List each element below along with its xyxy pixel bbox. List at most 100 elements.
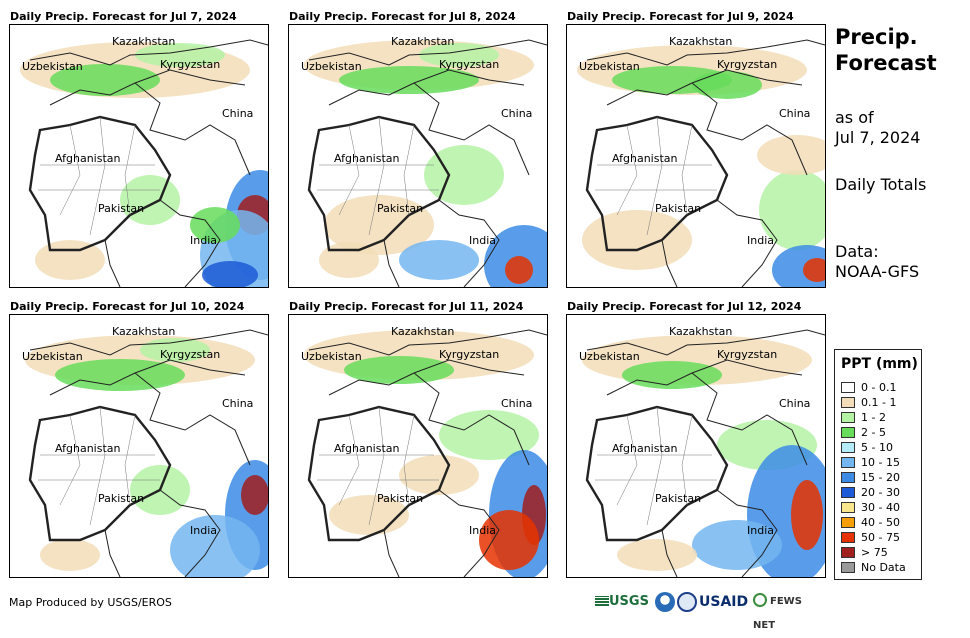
- legend-label: 30 - 40: [861, 501, 900, 514]
- source-value: NOAA-GFS: [835, 262, 920, 281]
- place-label-kazakhstan: Kazakhstan: [112, 325, 175, 338]
- legend-label: 50 - 75: [861, 531, 900, 544]
- legend-item: No Data: [841, 561, 906, 575]
- precip-area: [759, 170, 825, 250]
- province-boundary: [681, 124, 693, 216]
- panel-title: Daily Precip. Forecast for Jul 8, 2024: [289, 10, 516, 23]
- as-of-label: as of: [835, 108, 874, 127]
- legend-label: 0 - 0.1: [861, 381, 897, 394]
- place-label-kazakhstan: Kazakhstan: [112, 35, 175, 48]
- country-border: [104, 529, 121, 577]
- province-boundary: [59, 414, 81, 506]
- precip-map-graphic: Kazakhstan Uzbekistan Kyrgyzstan China Afgha…: [577, 35, 825, 287]
- place-label-kyrgyzstan: Kyrgyzstan: [160, 58, 220, 71]
- legend-label: 40 - 50: [861, 516, 900, 529]
- source-label: Data:: [835, 242, 879, 261]
- place-label-uzbekistan: Uzbekistan: [301, 60, 362, 73]
- legend-item: 50 - 75: [841, 531, 900, 545]
- place-label-uzbekistan: Uzbekistan: [22, 350, 83, 363]
- legend-item: 15 - 20: [841, 471, 900, 485]
- province-boundary: [403, 124, 415, 216]
- province-boundary: [124, 124, 136, 216]
- legend-swatch: [841, 502, 855, 513]
- legend-label: > 75: [861, 546, 888, 559]
- place-label-pakistan: Pakistan: [98, 202, 144, 215]
- country-border: [438, 489, 500, 577]
- usaid-logo: USAID: [699, 594, 749, 610]
- precip-area: [190, 207, 240, 243]
- legend-swatch: [841, 472, 855, 483]
- country-border: [661, 529, 678, 577]
- precip-area: [55, 359, 185, 391]
- place-label-afghanistan: Afghanistan: [612, 152, 678, 165]
- forecast-panel-jul-9: Daily Precip. Forecast for Jul 9, 2024 K…: [566, 5, 826, 288]
- forecast-panel-jul-8: Daily Precip. Forecast for Jul 8, 2024 K…: [288, 5, 548, 288]
- as-of-date: as of Jul 7, 2024: [835, 108, 920, 148]
- province-boundary: [681, 414, 693, 506]
- place-label-india: India: [190, 234, 217, 247]
- forecast-panel-jul-12: Daily Precip. Forecast for Jul 12, 2024 …: [566, 295, 826, 578]
- country-border: [413, 82, 530, 176]
- precip-area: [791, 480, 823, 550]
- country-border: [29, 329, 268, 356]
- precip-area: [757, 135, 825, 175]
- forecast-panel-jul-10: Daily Precip. Forecast for Jul 10, 2024 …: [9, 295, 269, 578]
- precip-map-graphic: Kazakhstan Uzbekistan Kyrgyzstan China Afgha…: [301, 325, 547, 577]
- province-boundary: [338, 414, 360, 506]
- heading-line: Precip.: [835, 25, 918, 49]
- place-label-india: India: [747, 234, 774, 247]
- precip-area: [40, 539, 100, 571]
- precip-area: [135, 43, 225, 67]
- country-border: [104, 239, 121, 287]
- place-label-pakistan: Pakistan: [377, 492, 423, 505]
- country-border: [134, 82, 251, 176]
- legend-swatch: [841, 562, 855, 573]
- legend-item: 2 - 5: [841, 426, 886, 440]
- place-label-pakistan: Pakistan: [655, 202, 701, 215]
- forecast-panel-jul-7: Daily Precip. Forecast for Jul 7, 2024 K…: [9, 5, 269, 288]
- country-border: [134, 372, 251, 466]
- daily-totals-label: Daily Totals: [835, 175, 927, 194]
- precip-map: Kazakhstan Uzbekistan Kyrgyzstan China Afgha…: [288, 314, 548, 578]
- place-label-china: China: [222, 107, 253, 120]
- precip-area: [803, 258, 825, 282]
- usgs-logo: USGS: [595, 590, 653, 614]
- country-border: [716, 489, 778, 577]
- legend-label: 20 - 30: [861, 486, 900, 499]
- province-boundary: [646, 406, 663, 526]
- country-border: [586, 329, 825, 356]
- legend-label: 2 - 5: [861, 426, 886, 439]
- map-credit: Map Produced by USGS/EROS: [9, 596, 172, 609]
- legend-item: 0.1 - 1: [841, 396, 896, 410]
- place-label-kyrgyzstan: Kyrgyzstan: [160, 348, 220, 361]
- place-label-uzbekistan: Uzbekistan: [22, 60, 83, 73]
- precip-area: [50, 64, 160, 96]
- panel-title: Daily Precip. Forecast for Jul 10, 2024: [10, 300, 245, 313]
- precip-map-graphic: Kazakhstan Uzbekistan Kyrgyzstan China Afgha…: [20, 35, 268, 287]
- place-label-kyrgyzstan: Kyrgyzstan: [717, 58, 777, 71]
- place-label-china: China: [501, 107, 532, 120]
- country-border: [716, 199, 778, 287]
- place-label-china: China: [779, 397, 810, 410]
- precip-map-graphic: Kazakhstan Uzbekistan Kyrgyzstan China Afgha…: [579, 325, 825, 577]
- place-label-pakistan: Pakistan: [98, 492, 144, 505]
- precip-map: Kazakhstan Uzbekistan Kyrgyzstan China Afgha…: [566, 314, 826, 578]
- legend-swatch: [841, 532, 855, 543]
- place-label-india: India: [190, 524, 217, 537]
- legend-item: 40 - 50: [841, 516, 900, 530]
- place-label-pakistan: Pakistan: [655, 492, 701, 505]
- panel-title: Daily Precip. Forecast for Jul 9, 2024: [567, 10, 794, 23]
- legend-swatch: [841, 457, 855, 468]
- place-label-india: India: [469, 524, 496, 537]
- doc-seal-icon: [677, 592, 697, 612]
- precip-map-graphic: Kazakhstan Uzbekistan Kyrgyzstan China Afgha…: [22, 325, 268, 577]
- precip-area: [617, 539, 697, 571]
- precip-area: [170, 515, 260, 577]
- country-border: [308, 329, 547, 356]
- legend-item: 1 - 2: [841, 411, 886, 425]
- precip-area: [692, 71, 762, 99]
- panel-title: Daily Precip. Forecast for Jul 7, 2024: [10, 10, 237, 23]
- legend-swatch: [841, 442, 855, 453]
- afghanistan-border: [585, 405, 729, 542]
- province-boundary: [403, 414, 415, 506]
